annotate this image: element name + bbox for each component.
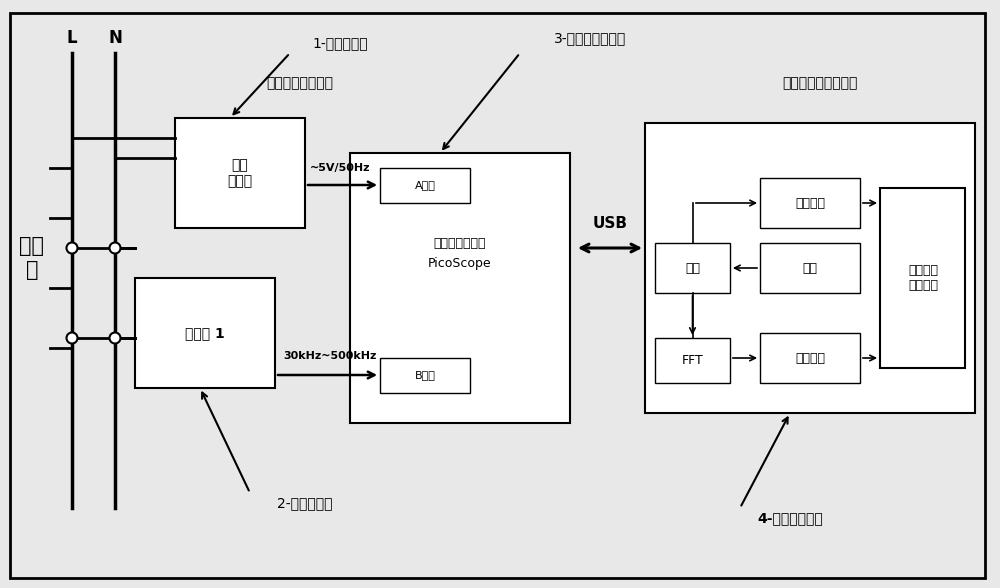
Text: 2-单相耦合器: 2-单相耦合器	[277, 496, 333, 510]
Text: A通道: A通道	[415, 180, 435, 190]
FancyBboxPatch shape	[655, 243, 730, 293]
Text: 3-高速数据采集卡: 3-高速数据采集卡	[554, 31, 626, 45]
Text: 数据: 数据	[686, 262, 700, 275]
FancyBboxPatch shape	[655, 338, 730, 383]
Text: 测试设备（硬件）: 测试设备（硬件）	[266, 76, 334, 90]
Text: 30kHz~500kHz: 30kHz~500kHz	[283, 351, 377, 361]
Text: 控制: 控制	[802, 262, 818, 275]
Circle shape	[110, 242, 120, 253]
Circle shape	[110, 332, 120, 343]
Text: USB: USB	[592, 215, 628, 230]
FancyBboxPatch shape	[760, 333, 860, 383]
Text: 4-测试分析原件: 4-测试分析原件	[757, 511, 823, 525]
Text: 工频
变压器: 工频 变压器	[227, 158, 253, 188]
FancyBboxPatch shape	[645, 123, 975, 413]
Text: 高速数据采集卡: 高速数据采集卡	[434, 236, 486, 249]
Text: L: L	[67, 29, 77, 47]
FancyBboxPatch shape	[760, 178, 860, 228]
Text: 频域波形: 频域波形	[795, 352, 825, 365]
FancyBboxPatch shape	[10, 13, 985, 578]
FancyBboxPatch shape	[760, 243, 860, 293]
Text: PicoScope: PicoScope	[428, 256, 492, 269]
Text: N: N	[108, 29, 122, 47]
Text: ~5V/50Hz: ~5V/50Hz	[310, 163, 370, 173]
Circle shape	[66, 242, 78, 253]
Text: 笔记本电脑（软件）: 笔记本电脑（软件）	[782, 76, 858, 90]
FancyBboxPatch shape	[175, 118, 305, 228]
Text: FFT: FFT	[682, 353, 704, 366]
Circle shape	[66, 332, 78, 343]
FancyBboxPatch shape	[880, 188, 965, 368]
Text: 1-工频变压器: 1-工频变压器	[312, 36, 368, 50]
FancyBboxPatch shape	[350, 153, 570, 423]
FancyBboxPatch shape	[380, 168, 470, 203]
Text: B通道: B通道	[415, 370, 435, 380]
Text: 数据显示
数据存储: 数据显示 数据存储	[908, 264, 938, 292]
Text: 时域波形: 时域波形	[795, 196, 825, 209]
Text: 电力
线: 电力 线	[20, 236, 44, 280]
Text: 耦合器 1: 耦合器 1	[185, 326, 225, 340]
FancyBboxPatch shape	[380, 358, 470, 393]
FancyBboxPatch shape	[135, 278, 275, 388]
